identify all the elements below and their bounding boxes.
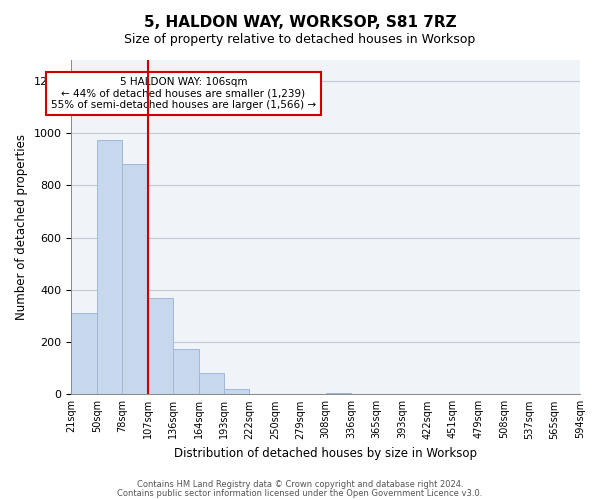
Bar: [326, 392, 351, 394]
Y-axis label: Number of detached properties: Number of detached properties: [15, 134, 28, 320]
Bar: [199, 373, 224, 394]
Text: 5, HALDON WAY, WORKSOP, S81 7RZ: 5, HALDON WAY, WORKSOP, S81 7RZ: [143, 15, 457, 30]
Bar: [148, 298, 173, 394]
Bar: [173, 348, 199, 395]
Text: 5 HALDON WAY: 106sqm
← 44% of detached houses are smaller (1,239)
55% of semi-de: 5 HALDON WAY: 106sqm ← 44% of detached h…: [51, 76, 316, 110]
Bar: [71, 314, 97, 394]
X-axis label: Distribution of detached houses by size in Worksop: Distribution of detached houses by size …: [174, 447, 477, 460]
Text: Contains HM Land Registry data © Crown copyright and database right 2024.: Contains HM Land Registry data © Crown c…: [137, 480, 463, 489]
Text: Size of property relative to detached houses in Worksop: Size of property relative to detached ho…: [124, 32, 476, 46]
Bar: [224, 389, 250, 394]
Bar: [122, 164, 148, 394]
Bar: [97, 140, 122, 394]
Text: Contains public sector information licensed under the Open Government Licence v3: Contains public sector information licen…: [118, 488, 482, 498]
